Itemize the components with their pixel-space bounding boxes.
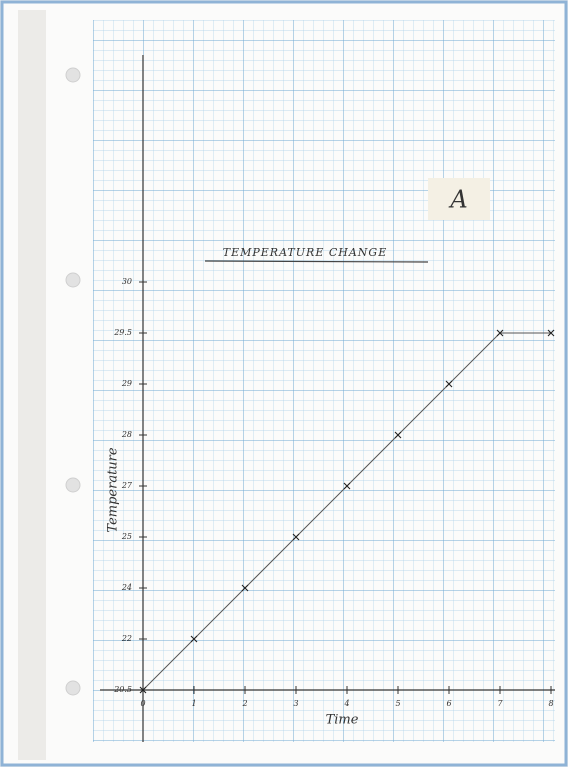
x-tick-label: 1	[191, 699, 196, 708]
y-tick-label: 29.5	[113, 328, 132, 337]
punch-hole	[65, 477, 81, 493]
data-point	[343, 482, 351, 490]
chart-title: TEMPERATURE CHANGE	[223, 246, 388, 259]
y-tick-label: 29	[121, 379, 132, 388]
data-point	[547, 329, 555, 337]
y-tick-label: 28	[121, 430, 132, 439]
y-axis-label: Temperature	[106, 447, 121, 532]
y-tick-label: 24	[121, 583, 132, 592]
title-underline	[204, 260, 429, 263]
punch-hole	[65, 67, 81, 83]
data-point	[445, 380, 453, 388]
y-tick-label: 27	[121, 481, 133, 490]
x-tick-label: 3	[293, 699, 298, 708]
y-tick-label: 30	[122, 277, 132, 286]
y-tick-label: 25	[121, 532, 132, 541]
margin-strip	[18, 10, 46, 760]
x-tick-label: 2	[241, 699, 247, 708]
x-tick-label: 7	[497, 699, 503, 708]
data-point	[292, 533, 300, 541]
x-tick-label: 8	[548, 699, 553, 708]
punch-hole	[65, 272, 81, 288]
data-point	[394, 431, 402, 439]
y-tick-label: 20.5	[113, 685, 132, 694]
data-point	[241, 584, 249, 592]
annotation-box	[428, 178, 490, 220]
x-tick-label: 6	[446, 699, 451, 708]
x-tick-label: 0	[140, 699, 145, 708]
data-point	[190, 635, 198, 643]
annotation: A	[448, 186, 467, 214]
graph-paper	[93, 20, 555, 742]
x-tick-label: 5	[395, 699, 400, 708]
data-point	[496, 329, 504, 337]
y-tick-label: 22	[121, 634, 132, 643]
data-point	[139, 686, 147, 694]
x-axis-label: Time	[326, 713, 359, 728]
x-tick-label: 4	[343, 699, 349, 708]
punch-hole	[65, 680, 81, 696]
